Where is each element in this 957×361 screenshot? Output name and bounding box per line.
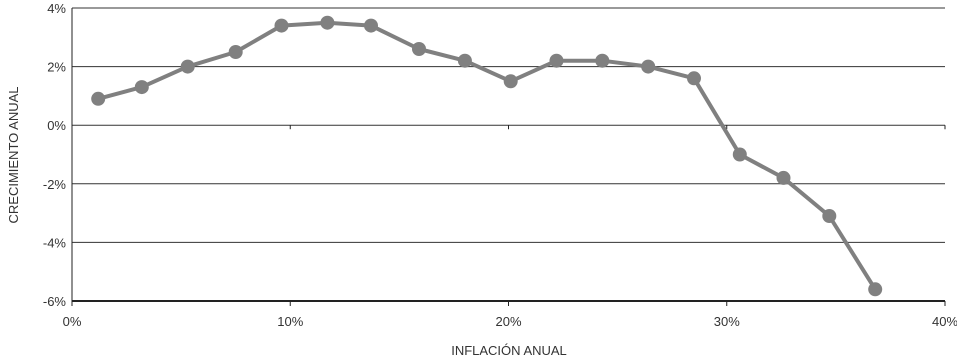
data-point <box>364 18 378 33</box>
x-tick-label: 20% <box>495 314 521 329</box>
y-tick-label: 0% <box>47 118 66 133</box>
y-tick-label: 4% <box>47 1 66 16</box>
y-tick-label: -4% <box>43 235 67 250</box>
x-axis-title: INFLACIÓN ANUAL <box>451 343 567 358</box>
data-point <box>412 42 426 56</box>
x-tick-label: 10% <box>277 314 303 329</box>
y-axis-title: CRECIMIENTO ANUAL <box>6 86 21 223</box>
data-point <box>776 170 791 185</box>
data-point <box>503 74 518 89</box>
data-point <box>320 15 335 30</box>
data-point <box>641 59 656 74</box>
x-tick-label: 30% <box>714 314 740 329</box>
data-point <box>134 80 149 95</box>
data-point <box>228 45 243 59</box>
x-tick-label: 40% <box>932 314 957 329</box>
data-point <box>91 91 106 106</box>
data-point <box>732 147 747 162</box>
data-point <box>868 282 883 297</box>
data-point <box>274 18 289 33</box>
series-layer <box>91 15 883 297</box>
data-point <box>595 53 610 68</box>
x-tick-label: 0% <box>63 314 82 329</box>
data-point <box>457 53 472 68</box>
data-point <box>687 71 701 86</box>
data-point <box>822 209 837 223</box>
series-line <box>97 20 877 291</box>
tick-labels: 4% 2% 0% -2% -4% -6% 0% 10% 20% 30% 40% <box>43 1 957 329</box>
y-tick-label: 2% <box>47 60 66 75</box>
data-point <box>549 53 564 68</box>
y-tick-label: -2% <box>43 177 67 192</box>
axes <box>71 8 946 306</box>
y-tick-label: -6% <box>43 294 67 309</box>
data-point <box>180 59 195 74</box>
